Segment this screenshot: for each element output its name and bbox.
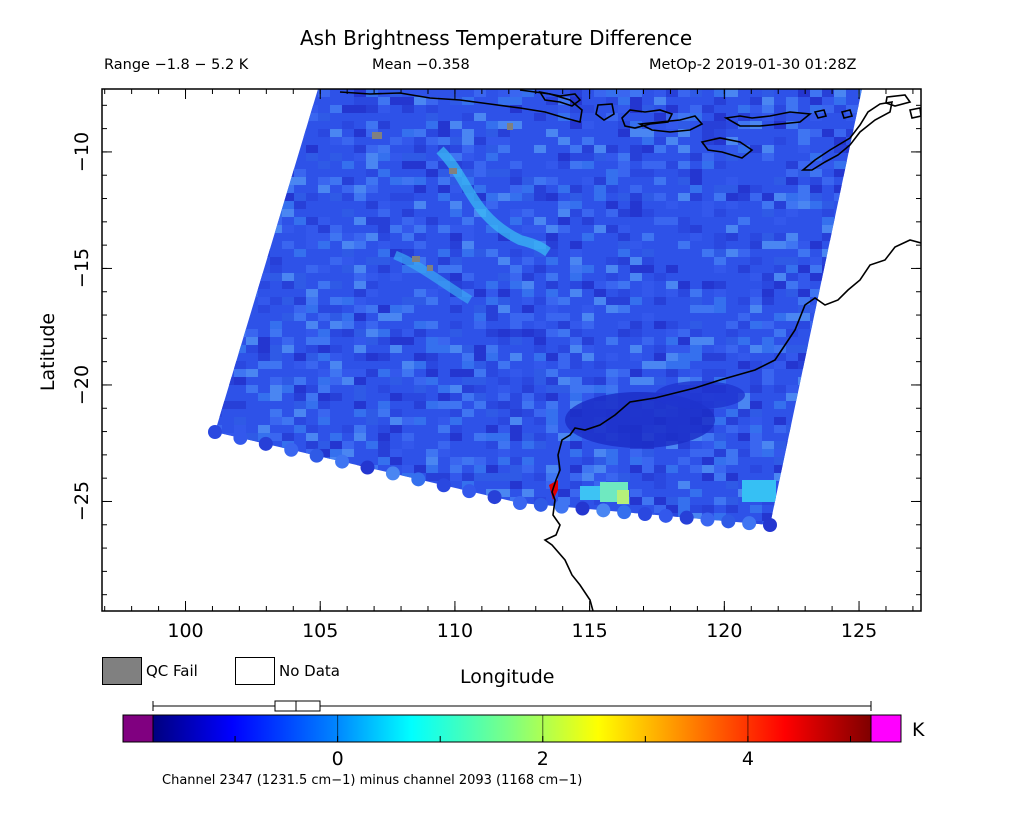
lat-tick-label: −15 (71, 248, 93, 289)
coast-flores (637, 115, 704, 133)
patches (372, 123, 776, 504)
lat-ticks (102, 104, 921, 596)
boxplot (152, 700, 872, 712)
lon-tick-label: 100 (167, 620, 204, 642)
colorbar (122, 700, 902, 743)
colorbar-unit: K (912, 719, 925, 741)
colorbar-tick-label: 0 (331, 748, 344, 770)
lat-tick-label: −25 (71, 481, 93, 522)
coast-java (339, 89, 583, 123)
satellite-time-text: MetOp-2 2019-01-30 01:28Z (649, 57, 857, 73)
coast-australia (543, 239, 921, 611)
coastlines (339, 89, 921, 611)
mean-text: Mean −0.358 (372, 57, 470, 73)
coast-small-3 (885, 94, 912, 107)
map-frame (101, 88, 922, 612)
coast-timor (800, 101, 894, 171)
lon-tick-label: 110 (436, 620, 474, 642)
qc-fail-swatch (102, 657, 142, 685)
data-swath (208, 89, 862, 532)
lat-tick-label: −20 (71, 364, 93, 406)
coast-small-1 (813, 109, 828, 119)
chart-title: Ash Brightness Temperature Difference (300, 26, 693, 50)
lat-tick-label: −10 (71, 131, 93, 172)
lon-ticks (104, 89, 914, 611)
no-data-label: No Data (279, 662, 340, 680)
colorbar-under (122, 714, 154, 743)
x-axis-label: Longitude (460, 666, 555, 688)
coast-small-2 (840, 109, 854, 119)
lon-tick-label: 105 (302, 620, 339, 642)
colorbar-caption: Channel 2347 (1231.5 cm−1) minus channel… (162, 773, 583, 788)
coast-sumba (700, 137, 754, 159)
colorbar-gradient (152, 714, 872, 743)
range-text: Range −1.8 − 5.2 K (104, 57, 249, 73)
colorbar-ticks (234, 715, 851, 742)
lon-tick-label: 125 (840, 620, 878, 642)
coast-lombok (595, 103, 615, 121)
coast-small-4 (909, 107, 921, 119)
lon-tick-label: 120 (706, 620, 743, 642)
colorbar-tick-label: 4 (741, 748, 754, 770)
coast-bali (538, 90, 582, 107)
lon-tick-label: 115 (571, 620, 608, 642)
qc-fail-label: QC Fail (146, 662, 198, 680)
y-axis-label: Latitude (37, 312, 59, 392)
no-data-swatch (235, 657, 275, 685)
colorbar-tick-label: 2 (536, 748, 549, 770)
coast-alor (723, 111, 813, 127)
coast-sumbawa (621, 109, 674, 129)
colorbar-over (870, 714, 902, 743)
